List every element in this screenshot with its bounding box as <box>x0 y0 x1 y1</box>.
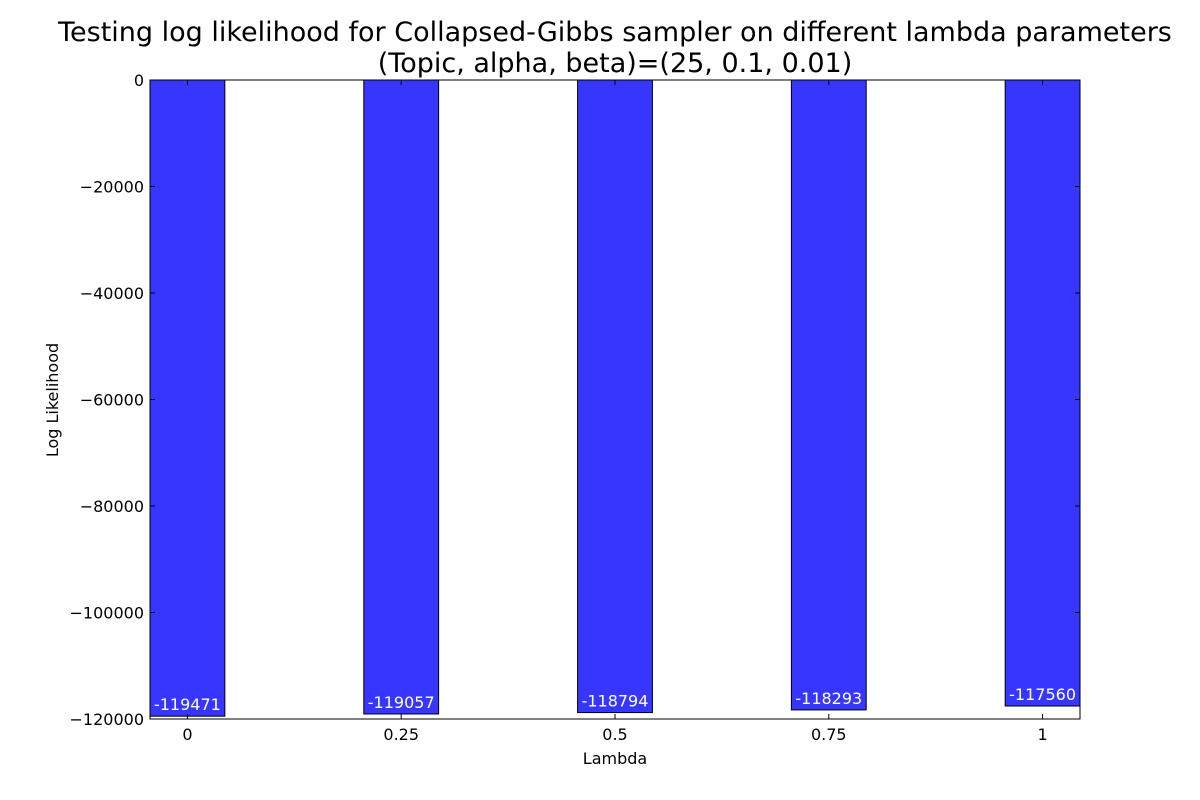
bar-1 <box>1004 79 1081 707</box>
bar-labels-group: -119471 -119057 -118794 -118293 -117560 <box>154 685 1076 714</box>
y-tick-label: 0 <box>134 71 144 90</box>
chart-title-line1: Testing log likelihood for Collapsed-Gib… <box>57 17 1172 48</box>
bars-group <box>149 79 1081 717</box>
x-tick-label: 0 <box>182 725 192 744</box>
bar-0.75 <box>790 79 867 711</box>
chart-title-line2: (Topic, alpha, beta)=(25, 0.1, 0.01) <box>378 48 852 79</box>
x-tick-label: 1 <box>1037 725 1047 744</box>
y-tick-label: −120000 <box>70 710 144 729</box>
x-axis-ticks: 0 0.25 0.5 0.75 1 <box>182 80 1048 744</box>
x-tick-label: 0.5 <box>602 725 627 744</box>
bar-value-label: -119471 <box>154 695 221 714</box>
y-axis-label: Log Likelihood <box>43 343 62 457</box>
bar-value-label: -118794 <box>582 692 649 711</box>
y-tick-label: −100000 <box>70 604 144 623</box>
x-tick-label: 0.25 <box>383 725 419 744</box>
y-tick-label: −80000 <box>80 497 144 516</box>
y-tick-label: −20000 <box>80 178 144 197</box>
plot-frame <box>149 79 1081 720</box>
y-tick-label: −60000 <box>80 391 144 410</box>
bar-0.25 <box>363 79 440 715</box>
bar-value-label: -118293 <box>795 689 862 708</box>
bar-0.5 <box>577 79 653 714</box>
bar-0 <box>149 79 226 717</box>
bar-value-label: -119057 <box>368 693 435 712</box>
x-axis-label: Lambda <box>583 749 647 768</box>
x-tick-label: 0.75 <box>811 725 847 744</box>
bar-value-label: -117560 <box>1009 685 1076 704</box>
y-axis-ticks: 0 −20000 −40000 −60000 −80000 −100000 −120000 <box>70 71 1080 729</box>
y-tick-label: −40000 <box>80 284 144 303</box>
